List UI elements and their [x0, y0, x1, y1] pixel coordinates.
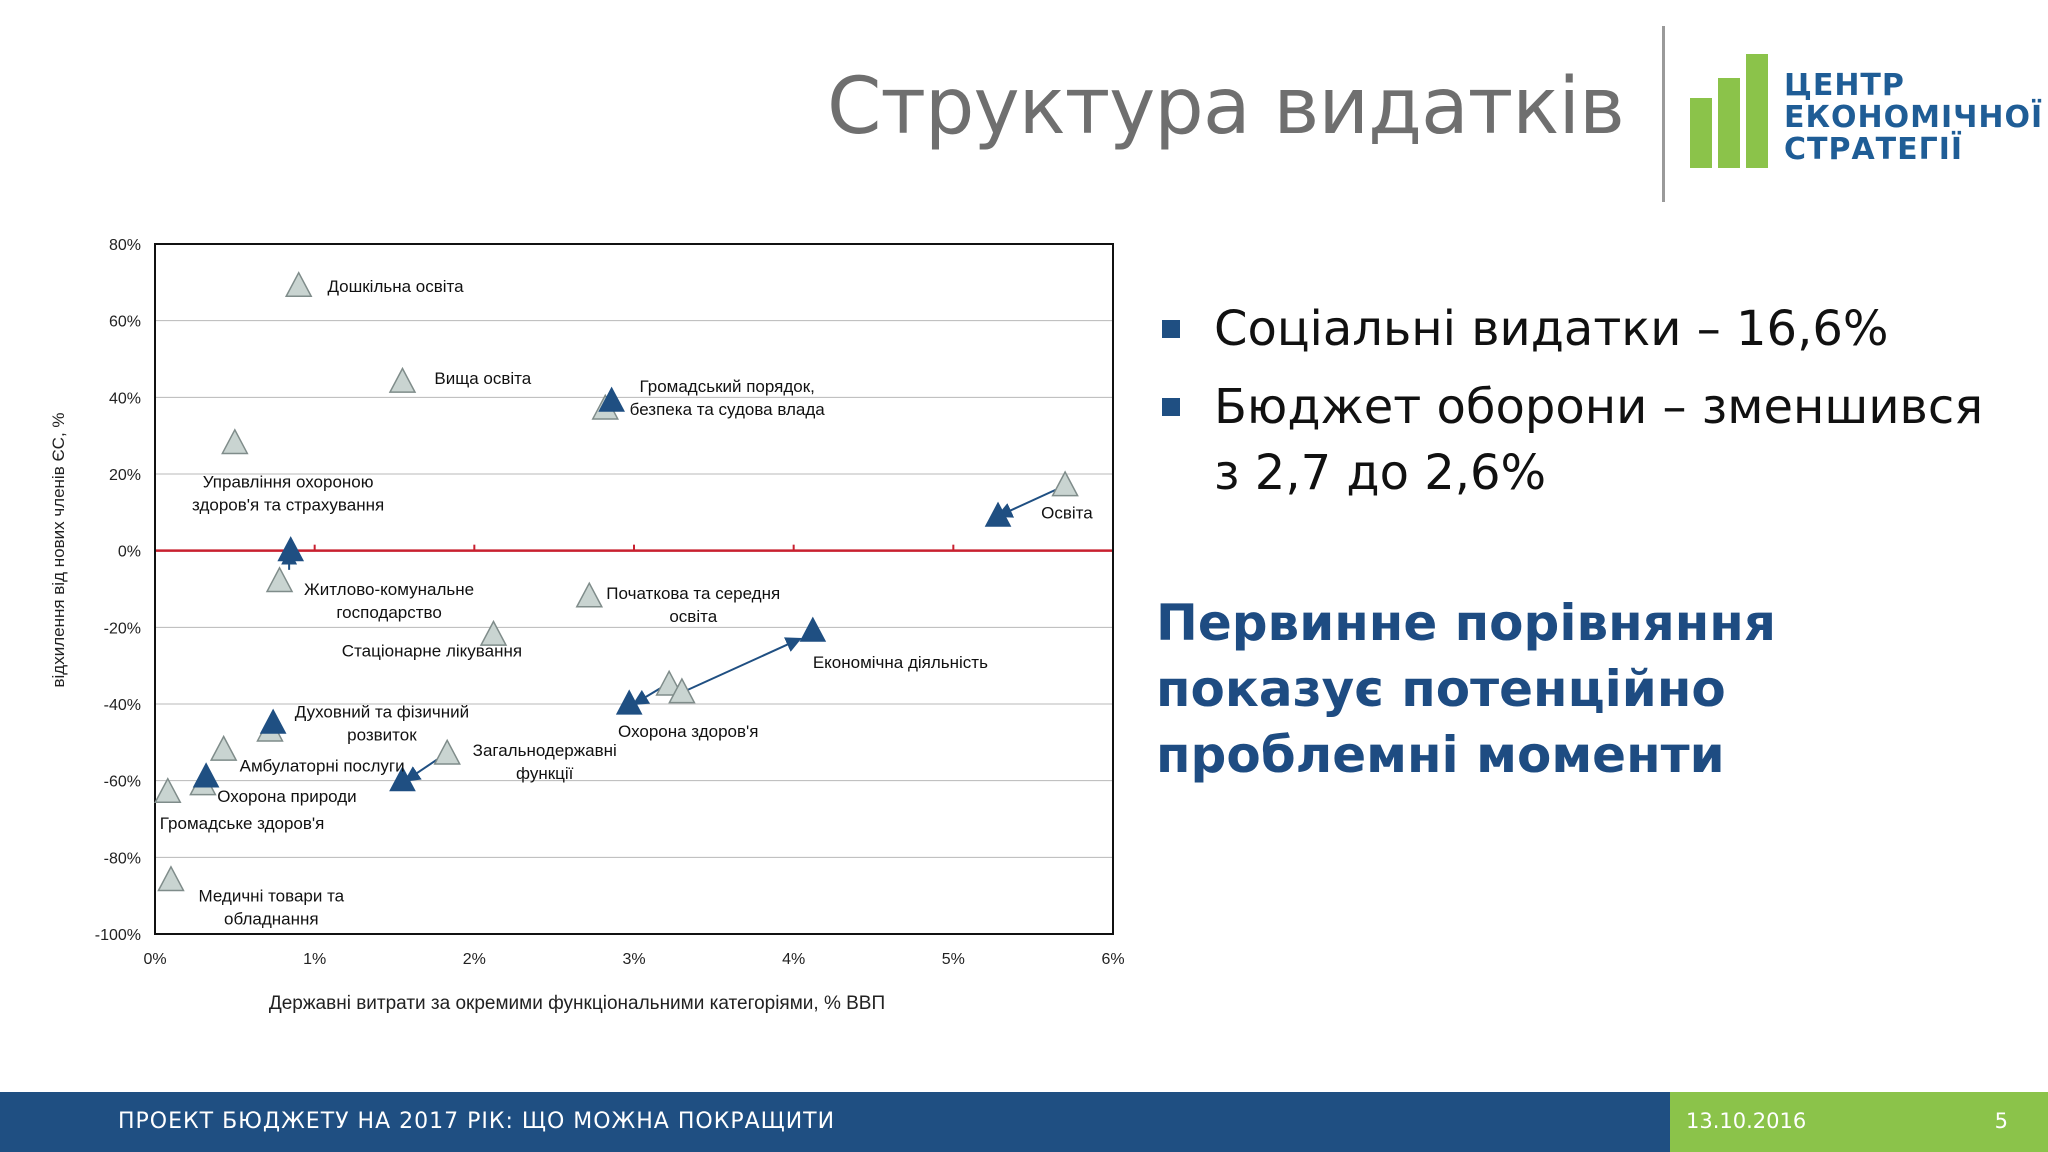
- y-tick-label: -40%: [104, 697, 141, 714]
- y-tick-label: 80%: [109, 237, 141, 254]
- slide-title: Структура видатків: [827, 62, 1625, 152]
- logo-line: СТРАТЕГІЇ: [1784, 132, 1964, 167]
- annotation-layer: Дошкільна освіта Вища освіта Громадський п…: [160, 277, 1093, 929]
- point-annotation: Освіта: [1041, 503, 1093, 522]
- point-annotation: Дошкільна освіта: [327, 277, 464, 296]
- point-annotation: Громадський порядок, безпека та судова вл…: [630, 377, 826, 419]
- bullet-item: Соціальні видатки – 16,6%: [1158, 296, 2018, 362]
- point-annotation: Загальнодержавні функції: [473, 741, 617, 783]
- data-point-dark: [389, 766, 416, 792]
- x-tick-label: 4%: [782, 951, 805, 968]
- footer-right-band: [1670, 1092, 2048, 1152]
- page-number: 5: [1994, 1109, 2008, 1133]
- x-axis-title: Державні витрати за окремими функціональ…: [269, 993, 885, 1014]
- x-tick-label: 3%: [622, 951, 645, 968]
- point-annotation: Медичні товари та обладнання: [198, 887, 344, 929]
- logo-bar: [1746, 54, 1768, 168]
- data-point-light: [284, 271, 313, 298]
- data-point-light: [388, 366, 417, 393]
- data-point-light: [575, 581, 604, 608]
- y-tick-label: -80%: [104, 850, 141, 867]
- logo-bar: [1718, 78, 1740, 168]
- point-annotation: Охорона здоров'я: [618, 722, 758, 741]
- data-point-dark: [984, 501, 1012, 527]
- data-point-light: [668, 677, 696, 704]
- point-annotation: Вища освіта: [434, 369, 531, 388]
- footer: ПРОЕКТ БЮДЖЕТУ НА 2017 РІК: ЩО МОЖНА ПОК…: [0, 1092, 2048, 1152]
- footer-left-band: [0, 1092, 1670, 1152]
- logo-line: ЕКОНОМІЧНОЇ: [1784, 100, 2044, 135]
- footer-title: ПРОЕКТ БЮДЖЕТУ НА 2017 РІК: ЩО МОЖНА ПОК…: [118, 1109, 836, 1134]
- y-tick-label: 40%: [109, 390, 141, 407]
- point-annotation: Житлово-комунальне господарство: [304, 580, 474, 622]
- y-tick-label: -100%: [95, 927, 141, 944]
- arrow: [681, 637, 802, 694]
- bullet-text: Бюджет оборони – зменшився з 2,7 до 2,6%: [1214, 379, 1984, 501]
- point-annotation: Економічна діяльність: [813, 653, 988, 672]
- point-annotation: Управління охороною здоров'я та страхуван…: [192, 473, 384, 515]
- point-annotation: Охорона природи: [217, 787, 356, 806]
- logo-text: ЦЕНТР ЕКОНОМІЧНОЇ СТРАТЕГІЇ: [1784, 70, 2043, 166]
- data-point-light: [265, 566, 294, 593]
- arrow: [996, 484, 1066, 518]
- highlight-text: Первинне порівняння показує потенційно п…: [1156, 594, 1776, 784]
- point-annotation: Стаціонарне лікування: [342, 641, 522, 660]
- data-point-dark: [598, 386, 625, 412]
- logo: [1690, 54, 1768, 168]
- data-point-dark: [277, 536, 305, 562]
- data-point-dark: [799, 616, 827, 642]
- data-point-light: [157, 865, 185, 892]
- data-point-light: [209, 734, 238, 761]
- x-tick-label: 2%: [463, 951, 486, 968]
- data-point-dark: [192, 762, 220, 788]
- point-annotation: Початкова та середня освіта: [606, 584, 780, 626]
- x-tick-label: 5%: [942, 951, 965, 968]
- y-tick-label: -20%: [104, 620, 141, 637]
- y-tick-label: -60%: [104, 774, 141, 791]
- logo-bar: [1690, 98, 1712, 168]
- logo-line: ЦЕНТР: [1784, 68, 1905, 103]
- y-tick-label: 20%: [109, 467, 141, 484]
- data-point-dark: [259, 708, 287, 734]
- footer-date: 13.10.2016: [1686, 1109, 1807, 1133]
- y-axis-title: відхилення від нових членів ЄС, %: [49, 412, 68, 687]
- data-point-light: [154, 777, 182, 804]
- data-point-light: [433, 738, 461, 765]
- data-point-light: [655, 669, 683, 696]
- y-tick-label: 60%: [109, 314, 141, 331]
- bullet-square-icon: [1162, 398, 1180, 416]
- x-tick-label: 1%: [303, 951, 326, 968]
- bullet-item: Бюджет оборони – зменшився з 2,7 до 2,6%: [1158, 374, 2018, 506]
- x-tick-label: 0%: [143, 951, 166, 968]
- bullet-text: Соціальні видатки – 16,6%: [1214, 301, 1889, 357]
- bullet-square-icon: [1162, 320, 1180, 338]
- y-tick-label: 0%: [118, 544, 141, 561]
- plot-frame: [154, 243, 1114, 935]
- point-annotation: Громадське здоров'я: [160, 814, 325, 833]
- zero-line-layer: [154, 544, 1114, 552]
- data-point-dark: [615, 689, 643, 715]
- point-annotation: Амбулаторні послуги: [240, 756, 405, 775]
- point-layer: [154, 271, 1079, 892]
- point-annotation: Духовний та фізичний розвиток: [295, 703, 469, 745]
- bullet-list: Соціальні видатки – 16,6% Бюджет оборони…: [1158, 296, 2018, 518]
- data-point-light: [1051, 470, 1079, 497]
- arrow-layer: [281, 484, 1066, 782]
- title-divider: [1662, 26, 1665, 202]
- data-point-light: [221, 428, 249, 455]
- x-tick-label: 6%: [1101, 951, 1124, 968]
- axis-layer: 80%60%40%20%0%-20%-40%-60%-80%-100%0% 1% 2…: [95, 237, 1125, 968]
- data-point-light: [479, 619, 508, 646]
- scatter-chart: 80%60%40%20%0%-20%-40%-60%-80%-100%0% 1% 2…: [49, 237, 1125, 1014]
